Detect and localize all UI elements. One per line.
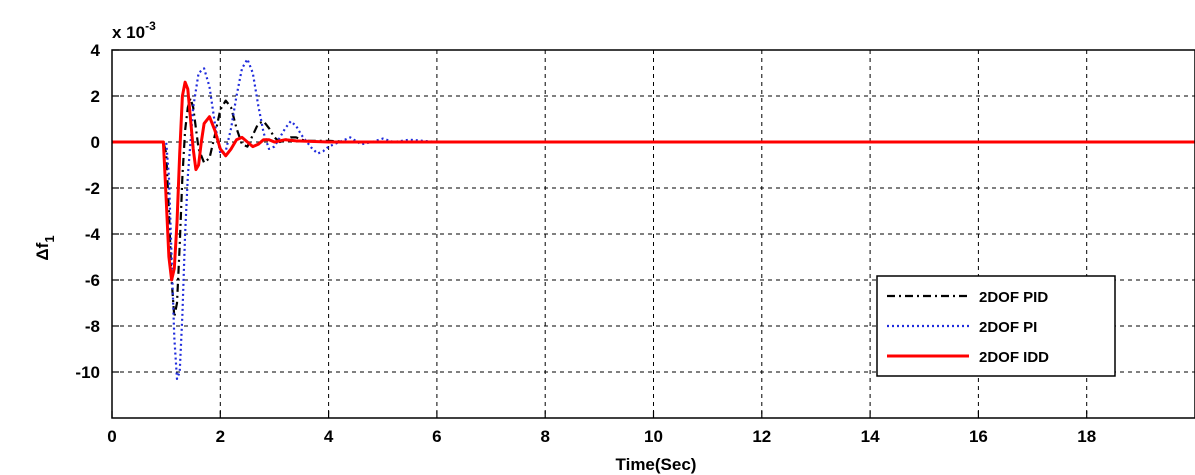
x-tick-label: 18	[1077, 427, 1096, 446]
x-axis-title: Time(Sec)	[616, 455, 697, 474]
legend-label: 2DOF PID	[979, 289, 1048, 306]
plot-frame	[111, 49, 1195, 419]
legend-label: 2DOF IDD	[979, 349, 1049, 366]
y-tick-label: -6	[85, 271, 100, 290]
series-line-2dof-idd	[112, 80, 1195, 282]
series-line-2dof-pi	[112, 58, 1195, 380]
y-tick-label: 2	[91, 87, 100, 106]
legend-label: 2DOF PI	[979, 319, 1037, 336]
x-tick-label: 4	[324, 427, 334, 446]
x-tick-labels: 0 2 4 6 8 10 12 14 16 18	[107, 427, 1096, 446]
svg-text:Δf1: Δf1	[33, 235, 57, 260]
x-tick-label: 12	[752, 427, 771, 446]
y-axis-title: Δf1	[33, 235, 57, 260]
x-tick-label: 16	[969, 427, 988, 446]
x-tick-label: 0	[107, 427, 116, 446]
y-tick-label: -2	[85, 179, 100, 198]
y-tick-labels: 4 2 0 -2 -4 -6 -8 -10	[75, 41, 100, 382]
x-tick-label: 2	[216, 427, 225, 446]
y-tick-label: 4	[91, 41, 101, 60]
legend: 2DOF PID 2DOF PI 2DOF IDD	[876, 275, 1116, 377]
series-group	[112, 58, 1195, 380]
x-tick-label: 6	[432, 427, 441, 446]
y-exponent-label: x 10-3	[112, 19, 156, 42]
y-tick-label: -8	[85, 317, 100, 336]
legend-box	[876, 275, 1116, 377]
x-tick-label: 10	[644, 427, 663, 446]
x-tick-label: 8	[540, 427, 549, 446]
x-tick-label: 14	[861, 427, 880, 446]
y-tick-label: 0	[91, 133, 100, 152]
y-tick-label: -10	[75, 363, 100, 382]
y-tick-label: -4	[85, 225, 101, 244]
